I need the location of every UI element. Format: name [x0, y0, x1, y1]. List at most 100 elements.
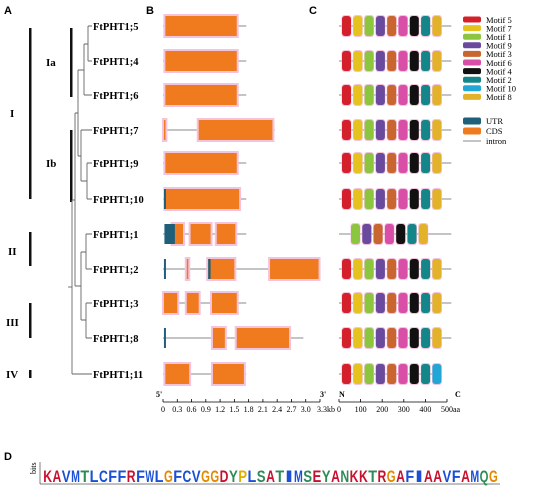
logo-letter: A — [331, 467, 340, 486]
motif3-box — [387, 364, 397, 384]
cds-box — [270, 259, 319, 279]
gene-row: FtPHT1;4 — [88, 49, 452, 73]
motif9-box — [375, 293, 385, 313]
gene-name: FtPHT1;10 — [93, 195, 144, 206]
motif8-box — [418, 224, 428, 244]
legend-swatch-motif4 — [463, 68, 481, 75]
legend-label-motif1: Motif 1 — [486, 32, 512, 42]
legend-swatch-motif1 — [463, 33, 481, 40]
motif5-box — [342, 328, 351, 348]
logo-letter: I — [415, 467, 424, 486]
legend-swatch-utr — [463, 117, 481, 125]
legend-swatch-motif2 — [463, 76, 481, 83]
protein-axis-tick-label: 200 — [376, 405, 388, 414]
legend-swatch-motif10 — [463, 85, 481, 92]
motif5-box — [342, 364, 351, 384]
protein-axis-tick-label: 100 — [355, 405, 367, 414]
motif7-box — [353, 328, 363, 348]
logo-letter: F — [173, 467, 182, 486]
cds-box — [165, 85, 237, 105]
logo-letter: W — [145, 467, 154, 486]
motif10-box — [432, 364, 442, 384]
logo-letter: M — [71, 467, 80, 486]
motif8-box — [432, 85, 442, 105]
gene-name: FtPHT1;3 — [93, 299, 139, 310]
group-label-ii: II — [8, 246, 17, 258]
motif6-box — [384, 224, 394, 244]
motif4-box — [409, 189, 419, 209]
gene-axis-tick-label: 3.3kb — [317, 405, 335, 414]
group-label-ib: Ib — [46, 158, 56, 170]
motif2-box — [421, 51, 431, 71]
logo-letter: G — [164, 467, 173, 486]
motif9-box — [375, 328, 385, 348]
protein-axis-tick-label: 0 — [337, 405, 341, 414]
logo-letter: M — [470, 467, 479, 486]
logo-letter: P — [238, 467, 247, 486]
protein-axis-tick-label: 300 — [398, 405, 410, 414]
cds-box — [208, 259, 235, 279]
cds-box — [186, 259, 189, 279]
motif3-box — [387, 51, 397, 71]
logo-letter: F — [108, 467, 117, 486]
motif2-box — [421, 85, 431, 105]
motif3-box — [387, 328, 397, 348]
gene-row: FtPHT1;7 — [88, 118, 452, 142]
motif6-box — [398, 364, 408, 384]
motif8-box — [432, 189, 442, 209]
group-bar-ia — [70, 28, 73, 97]
motif4-box — [409, 259, 419, 279]
group-label-i: I — [10, 108, 14, 120]
motif9-box — [375, 120, 385, 140]
group-bars — [29, 28, 73, 378]
motif7-box — [353, 16, 363, 36]
cds-box — [198, 120, 273, 140]
legend-label-motif6: Motif 6 — [486, 58, 512, 68]
logo-letter: N — [340, 467, 349, 486]
motif8-box — [432, 328, 442, 348]
gene-axis-tick-label: 1.8 — [244, 405, 254, 414]
gene-axis-tick-label: 2.4 — [272, 405, 282, 414]
motif2-box — [421, 189, 431, 209]
cds-box — [236, 328, 290, 348]
logo-letter: Q — [480, 467, 489, 486]
motif9-box — [375, 85, 385, 105]
cds-box — [216, 224, 236, 244]
motif5-box — [342, 293, 351, 313]
logo-letter: S — [257, 467, 266, 486]
motif3-box — [387, 153, 397, 173]
logo-letter: F — [118, 467, 127, 486]
motif2-box — [407, 224, 417, 244]
cds-box — [190, 224, 211, 244]
motif2-box — [421, 364, 431, 384]
motif6-box — [398, 328, 408, 348]
legend-label-motif9: Motif 9 — [486, 41, 512, 51]
gene-axis-end-label: 3' — [320, 390, 326, 399]
motif5-box — [342, 85, 351, 105]
gene-axis-tick-label: 2.7 — [286, 405, 296, 414]
motif5-box — [342, 16, 351, 36]
gene-row: FtPHT1;5 — [88, 14, 452, 38]
cds-box — [165, 153, 237, 173]
motif4-box — [409, 51, 419, 71]
utr-box — [163, 328, 166, 348]
gene-row: FtPHT1;11 — [88, 362, 442, 386]
motif6-box — [398, 153, 408, 173]
motif5-box — [342, 120, 351, 140]
motif4-box — [409, 364, 419, 384]
motif7-box — [353, 293, 363, 313]
motif4-box — [409, 293, 419, 313]
motif8-box — [432, 51, 442, 71]
motif1-box — [364, 16, 374, 36]
logo-letter: G — [210, 467, 219, 486]
gene-axis-tick-label: 0.6 — [187, 405, 197, 414]
legend-swatch-cds — [463, 127, 481, 135]
gene-name: FtPHT1;5 — [93, 22, 139, 33]
legend-label-utr: UTR — [486, 116, 503, 126]
legend-swatch-motif5 — [463, 16, 481, 23]
logo-letter: A — [396, 467, 405, 486]
logo-letter: F — [136, 467, 145, 486]
utr-box — [163, 259, 166, 279]
gene-name: FtPHT1;9 — [93, 159, 139, 170]
